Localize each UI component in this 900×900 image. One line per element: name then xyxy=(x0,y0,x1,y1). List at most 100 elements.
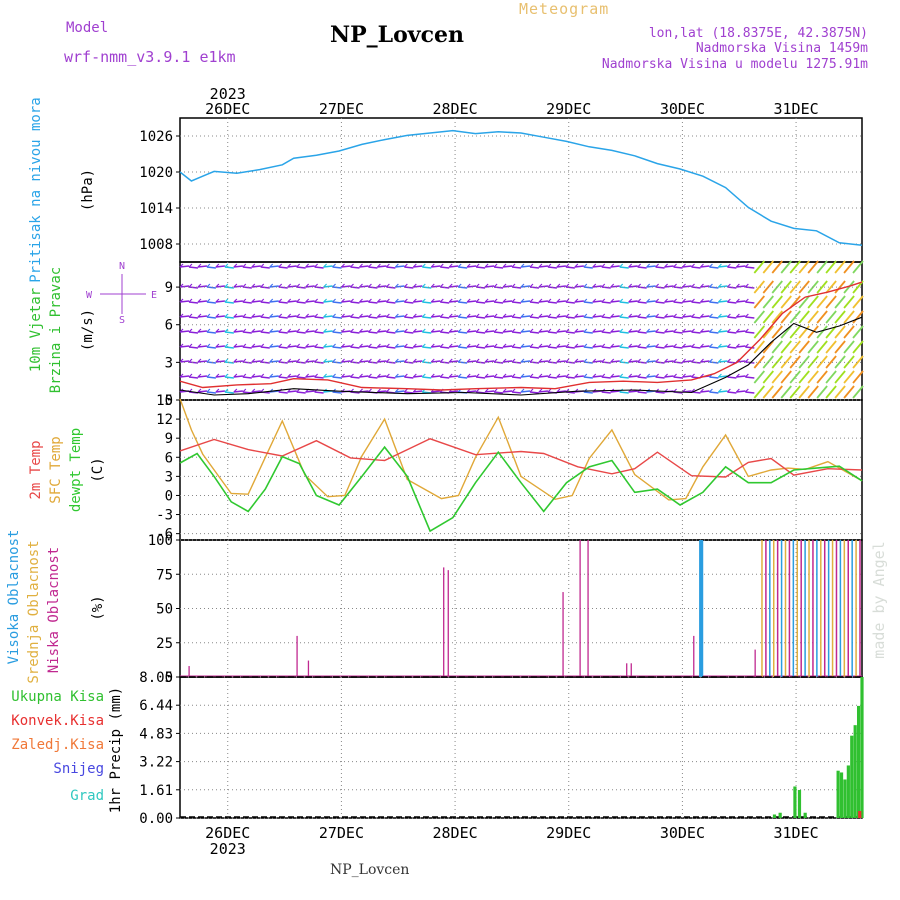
wind-arrow-head xyxy=(484,263,489,268)
wind-arrow-head xyxy=(260,313,265,318)
wind-arrow-head xyxy=(421,328,426,333)
wind-arrow xyxy=(350,361,360,364)
wind-arrow-head xyxy=(197,328,202,333)
wind-arrow-head xyxy=(368,373,372,378)
wind-arrow xyxy=(269,315,279,318)
wind-arrow-head xyxy=(538,373,543,378)
wind-arrow xyxy=(816,260,828,274)
wind-arrow xyxy=(718,315,728,318)
temp-ylabel-2m: 2m Temp xyxy=(28,440,44,499)
wind-arrow-head xyxy=(529,358,534,363)
wind-arrow-head xyxy=(592,283,597,288)
wind-arrow-head xyxy=(565,313,570,318)
wind-arrow xyxy=(852,340,864,354)
wind-arrow xyxy=(413,345,423,348)
wind-arrow xyxy=(493,331,504,334)
wind-arrow xyxy=(700,360,710,363)
dewpoint-line xyxy=(179,445,863,533)
wind-arrow xyxy=(736,375,746,378)
wind-arrow xyxy=(771,355,783,369)
wind-arrow xyxy=(529,316,540,319)
total-rain-bar xyxy=(797,789,802,818)
wind-arrow xyxy=(825,260,837,274)
wind-arrow xyxy=(610,390,620,393)
wind-arrow-head xyxy=(332,263,336,268)
wind-arrow xyxy=(664,345,674,348)
wind-arrow-head xyxy=(296,298,301,303)
wind-arrow-head xyxy=(368,343,372,348)
wind-arrow-head xyxy=(457,298,462,303)
wind-arrow xyxy=(242,331,252,334)
day-label-bottom: 31DEC xyxy=(773,824,818,842)
wind-arrow-head xyxy=(394,298,399,303)
wind-arrow xyxy=(520,265,531,268)
wind-arrow-head xyxy=(341,313,345,318)
wind-arrow-head xyxy=(323,373,328,378)
wind-arrow-head xyxy=(242,388,247,393)
wind-arrow xyxy=(377,265,387,268)
day-label-bottom: 28DEC xyxy=(432,824,477,842)
wind-arrow xyxy=(224,316,234,319)
wind-arrow xyxy=(709,361,719,364)
wind-arrow-head xyxy=(376,358,381,363)
day-label-bottom: 29DEC xyxy=(546,824,591,842)
wind-arrow-head xyxy=(574,328,579,333)
wind-arrow-head xyxy=(385,283,390,288)
wind-arrow xyxy=(538,300,549,303)
wind-arrow-head xyxy=(717,313,722,318)
wind-arrow-head xyxy=(251,283,256,288)
wind-arrow-head xyxy=(547,263,552,268)
wind-arrow-head xyxy=(717,328,722,333)
wind-arrow xyxy=(583,266,593,269)
wind-arrow xyxy=(789,355,801,369)
wind-arrow xyxy=(807,310,819,324)
wind-arrow-head xyxy=(511,358,516,363)
wind-arrow xyxy=(834,370,846,384)
wind-arrow-head xyxy=(691,263,695,268)
wind-arrow-head xyxy=(287,358,292,363)
wind-arrow-head xyxy=(520,263,525,268)
wind-arrow xyxy=(215,265,225,268)
wind-arrow-head xyxy=(475,298,480,303)
wind-arrow-head xyxy=(700,263,704,268)
wind-arrow-head xyxy=(179,283,184,288)
wind-arrow xyxy=(341,300,351,303)
wind-arrow xyxy=(224,301,234,304)
wind-arrow xyxy=(574,315,584,318)
wind-arrow xyxy=(771,310,783,324)
wind-arrow xyxy=(314,331,324,334)
wind-arrow xyxy=(798,260,810,274)
wind-arrow xyxy=(377,330,387,333)
wind-arrow-head xyxy=(601,263,606,268)
wind-arrow-head xyxy=(655,313,660,318)
wind-arrow xyxy=(422,361,432,364)
pressure-ylabel: Pritisak na nivou mora xyxy=(28,97,44,282)
wind-arrow-head xyxy=(601,328,606,333)
wind-arrow xyxy=(619,376,629,379)
wind-arrow xyxy=(233,330,243,333)
wind-arrow xyxy=(655,301,665,304)
wind-arrow xyxy=(449,285,459,288)
wind-arrow-head xyxy=(709,343,713,348)
wind-arrow xyxy=(467,345,477,348)
wind-arrow-head xyxy=(547,283,552,288)
wind-arrow xyxy=(628,300,638,303)
wind-arrow xyxy=(834,260,846,274)
wind-arrow-head xyxy=(717,283,722,288)
wind-arrow-head xyxy=(610,343,615,348)
wind-arrow-head xyxy=(556,298,561,303)
wind-arrow-head xyxy=(403,343,408,348)
high-cloud-bar xyxy=(700,540,704,677)
wind-arrow xyxy=(780,355,792,369)
precip-legend-item: Konvek.Kisa xyxy=(11,713,104,729)
wind-arrow-head xyxy=(403,358,408,363)
wind-arrow xyxy=(852,355,864,369)
wind-arrow-head xyxy=(233,343,238,348)
wind-arrow-head xyxy=(269,343,274,348)
wind-arrow-head xyxy=(673,343,677,348)
wind-arrow xyxy=(251,315,261,318)
wind-arrow xyxy=(395,300,405,303)
wind-arrow xyxy=(431,330,441,333)
wind-arrow xyxy=(233,390,243,393)
wind-arrow-head xyxy=(287,263,292,268)
